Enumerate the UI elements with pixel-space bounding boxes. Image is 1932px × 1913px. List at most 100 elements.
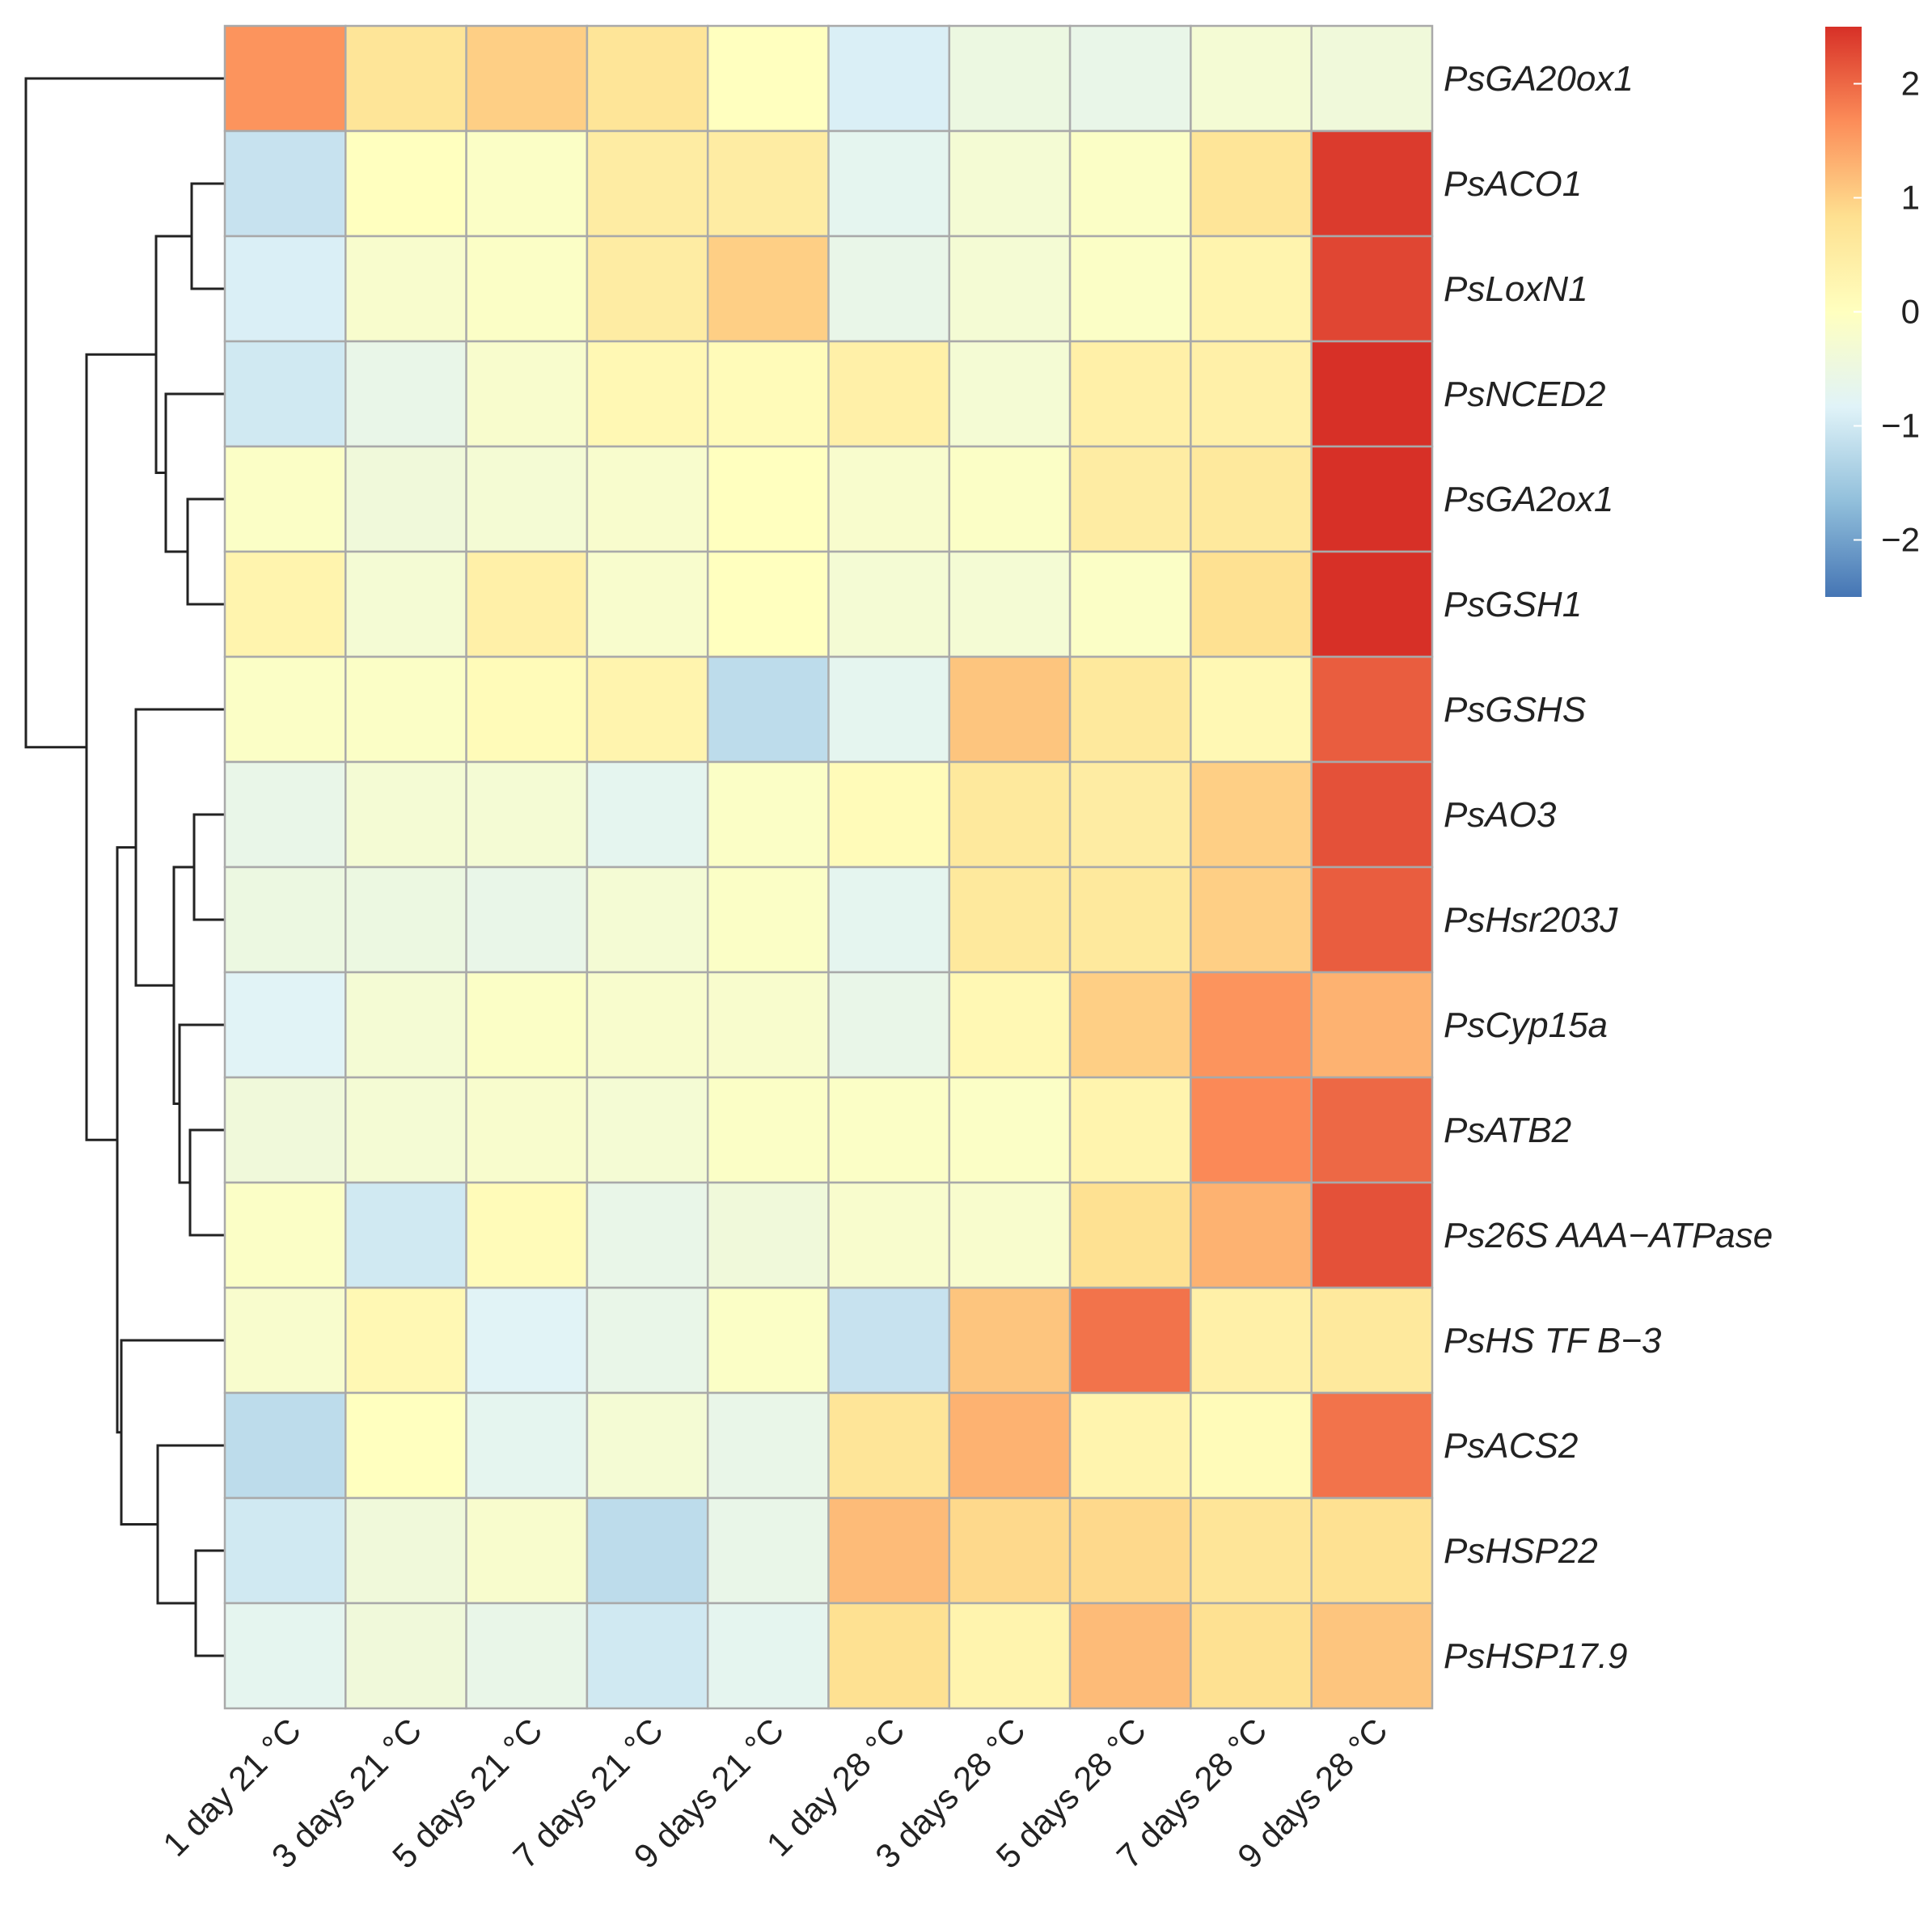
heatmap-cell [223, 24, 347, 133]
heatmap-cell [586, 760, 709, 869]
heatmap-cell [1068, 1602, 1192, 1710]
heatmap-cell [706, 235, 830, 343]
heatmap-cell [345, 1181, 467, 1289]
heatmap-cell [706, 1391, 830, 1500]
row-label: Ps26S AAA−ATPase [1444, 1216, 1773, 1255]
heatmap-cell [1310, 1602, 1434, 1710]
dendrogram-link [192, 813, 225, 921]
heatmap-cell [948, 340, 1072, 448]
heatmap-cell [345, 760, 467, 869]
heatmap-cell [1310, 1076, 1434, 1184]
heatmap-cell [345, 655, 467, 764]
heatmap-cell [223, 655, 347, 764]
heatmap-cell [827, 235, 951, 343]
heatmap-cell [1190, 24, 1313, 133]
row-label: PsHSP17.9 [1444, 1636, 1627, 1676]
heatmap-cell [223, 1286, 347, 1395]
heatmap-cell [948, 1496, 1072, 1605]
heatmap-cell [706, 760, 830, 869]
heatmap-cell [1190, 1076, 1313, 1184]
legend-tick-label: 2 [1901, 65, 1920, 103]
heatmap-cell [1190, 971, 1313, 1079]
heatmap-cell [827, 340, 951, 448]
heatmap-cell [1190, 866, 1313, 974]
heatmap-cell [223, 129, 347, 238]
heatmap-cell [706, 1286, 830, 1395]
row-label: PsHS TF B−3 [1444, 1321, 1662, 1361]
heatmap-cell [827, 655, 951, 764]
heatmap-cell [1190, 129, 1313, 238]
heatmap-cell [948, 1076, 1072, 1184]
row-label: PsGSH1 [1444, 585, 1582, 624]
heatmap-cell [948, 1602, 1072, 1710]
heatmap-cell [827, 445, 951, 553]
heatmap-cell [223, 340, 347, 448]
dendrogram-link [178, 1023, 225, 1184]
row-label: PsAO3 [1444, 795, 1557, 835]
legend-tick-label: −2 [1881, 521, 1920, 559]
heatmap-cell [586, 1496, 709, 1605]
row-label: PsGSHS [1444, 690, 1586, 730]
heatmap-cell [948, 866, 1072, 974]
heatmap-cell [948, 129, 1072, 238]
heatmap-cell [1310, 866, 1434, 974]
heatmap-cell [223, 550, 347, 658]
row-labels: PsGA20ox1 PsACO1 PsLoxN1 PsNCED2 PsGA2ox1 PsG… [1444, 59, 1773, 1676]
heatmap-cells [223, 24, 1434, 1710]
heatmap-cell [223, 1181, 347, 1289]
heatmap-cell [586, 129, 709, 238]
legend-tick-label: −1 [1881, 407, 1920, 445]
heatmap-cell [223, 1076, 347, 1184]
color-legend: 2 1 0 −1 −2 [1825, 27, 1920, 597]
heatmap-cell [586, 235, 709, 343]
heatmap-cell [1068, 24, 1192, 133]
heatmap-cell [586, 1286, 709, 1395]
heatmap-cell [586, 1076, 709, 1184]
heatmap-cell [1068, 1391, 1192, 1500]
heatmap-cell [1310, 655, 1434, 764]
heatmap-cell [345, 1602, 467, 1710]
heatmap-cell [223, 1496, 347, 1605]
heatmap-cell [1190, 1181, 1313, 1289]
heatmap-cell [223, 235, 347, 343]
heatmap-cell [827, 1496, 951, 1605]
heatmap-cell [345, 340, 467, 448]
heatmap-cell [223, 760, 347, 869]
heatmap-cell [827, 129, 951, 238]
legend-tick-label: 1 [1901, 179, 1920, 217]
heatmap-cell [223, 971, 347, 1079]
heatmap-cell [465, 1391, 589, 1500]
row-label: PsCyp15a [1444, 1005, 1608, 1045]
heatmap-cell [1310, 550, 1434, 658]
dendrogram-link [134, 708, 225, 987]
heatmap-cell [586, 550, 709, 658]
heatmap-cell [706, 1076, 830, 1184]
heatmap-cell [706, 971, 830, 1079]
heatmap-cell [345, 550, 467, 658]
heatmap-cell [345, 1286, 467, 1395]
heatmap-cell [1068, 445, 1192, 553]
heatmap-cell [465, 866, 589, 974]
heatmap-cell [1310, 1286, 1434, 1395]
heatmap-cell [948, 24, 1072, 133]
heatmap-cell [345, 1496, 467, 1605]
dendrogram-link [85, 353, 156, 1141]
heatmap-cell [345, 24, 467, 133]
heatmap-cell [706, 24, 830, 133]
heatmap-cell [465, 760, 589, 869]
legend-tick-label: 0 [1901, 293, 1920, 331]
heatmap-cell [586, 445, 709, 553]
heatmap-cell [706, 1496, 830, 1605]
heatmap-cell [586, 1181, 709, 1289]
heatmap-cell [1310, 129, 1434, 238]
heatmap-cell [827, 550, 951, 658]
heatmap-cell [465, 235, 589, 343]
heatmap-cell [586, 971, 709, 1079]
row-label: PsHSP22 [1444, 1531, 1598, 1571]
dendrogram-link [194, 1549, 225, 1657]
dendrogram-link [190, 182, 225, 290]
heatmap-cell [948, 445, 1072, 553]
heatmap-cell [586, 24, 709, 133]
heatmap-cell [1190, 1286, 1313, 1395]
heatmap-cell [223, 866, 347, 974]
